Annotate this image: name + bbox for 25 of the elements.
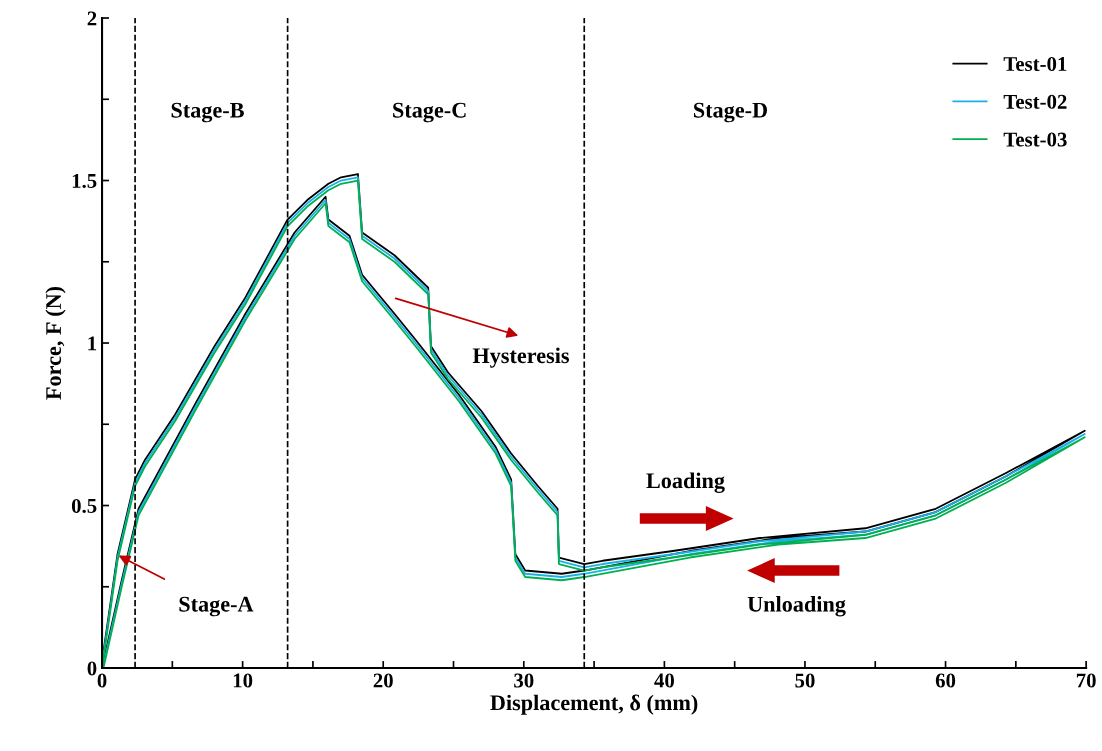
x-tick-label: 50 — [795, 673, 815, 688]
annotation: Hysteresis — [472, 347, 569, 368]
x-tick-label: 60 — [935, 673, 956, 688]
annotation: Stage-A — [179, 596, 254, 617]
y-tick-label: 0.5 — [71, 498, 97, 514]
annotation: Stage-D — [693, 102, 768, 123]
annotation: Stage-C — [393, 102, 466, 123]
x-tick-label: 30 — [514, 673, 534, 688]
annotation: Stage-B — [171, 102, 244, 123]
x-tick-label: 0 — [97, 673, 107, 688]
y-tick-label: 2 — [87, 11, 97, 26]
y-tick-label: 1.5 — [72, 174, 97, 189]
y-tick-label: 1 — [88, 336, 97, 351]
x-tick-label: 20 — [373, 673, 393, 688]
legend-label: Test-01 — [1003, 57, 1067, 72]
legend-label: Test-02 — [1003, 94, 1067, 109]
x-axis-title: Displacement, δ (mm) — [490, 694, 698, 715]
legend-label: Test-03 — [1003, 132, 1067, 147]
y-axis-title: Force, F (N) — [45, 286, 66, 400]
x-tick-label: 10 — [233, 673, 253, 688]
annotation: Unloading — [747, 596, 846, 617]
x-tick-label: 70 — [1076, 673, 1096, 688]
annotation: Loading — [646, 472, 725, 493]
x-tick-label: 40 — [654, 673, 674, 688]
y-tick-label: 0 — [87, 661, 97, 676]
